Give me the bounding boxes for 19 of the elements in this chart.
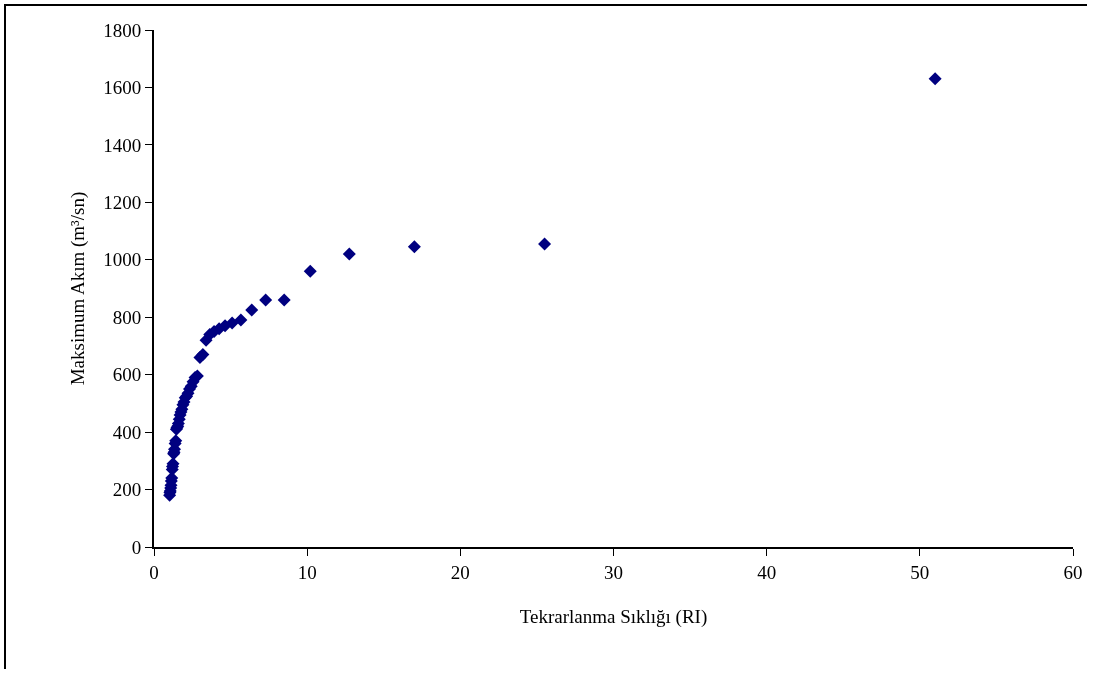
y-tick-label: 1800 bbox=[103, 19, 142, 41]
y-tick-label: 1400 bbox=[103, 134, 142, 156]
x-axis-title: Tekrarlanma Sıklığı (RI) bbox=[519, 606, 708, 629]
y-tick-label: 600 bbox=[112, 364, 142, 386]
y-tick-label: 800 bbox=[112, 306, 142, 328]
x-tick-label: 0 bbox=[149, 561, 159, 583]
y-tick-label: 200 bbox=[112, 479, 142, 501]
y-tick-label: 1200 bbox=[103, 191, 142, 213]
x-tick-label: 20 bbox=[450, 561, 470, 583]
x-tick-label: 10 bbox=[297, 561, 317, 583]
y-tick-label: 1600 bbox=[103, 77, 142, 99]
x-tick-label: 60 bbox=[1063, 561, 1083, 583]
y-tick-label: 1000 bbox=[103, 249, 142, 271]
x-tick-label: 40 bbox=[757, 561, 777, 583]
x-tick-label: 30 bbox=[604, 561, 623, 583]
y-tick-label: 400 bbox=[112, 421, 142, 443]
y-tick-label: 0 bbox=[131, 536, 142, 558]
x-tick-label: 50 bbox=[910, 561, 930, 583]
y-axis-title: Maksimum Akım (m³/sn) bbox=[66, 191, 89, 386]
